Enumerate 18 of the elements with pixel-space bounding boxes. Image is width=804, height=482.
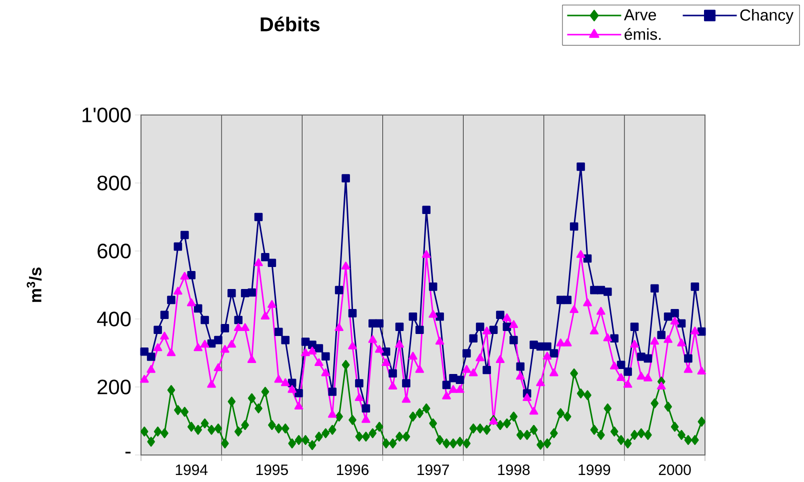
y-axis-title: m$^{3}$/s	[26, 268, 42, 302]
legend-label: Chancy	[740, 9, 794, 24]
y-tick-label: 800	[97, 176, 131, 190]
y-tick-label: 1'000	[82, 108, 131, 122]
y-tick-label: 200	[98, 380, 131, 394]
legend-label: Arve	[624, 9, 656, 20]
legend-label: émis.	[624, 28, 661, 40]
x-tick-label: 1996	[337, 464, 368, 476]
x-tick-label: 2000	[658, 464, 691, 476]
chart-title: Débits	[260, 16, 320, 32]
x-tick-label: 1994	[176, 464, 208, 476]
x-tick-label: 1999	[578, 464, 610, 476]
y-tick-label: 400	[97, 312, 131, 326]
x-tick-label: 1998	[498, 464, 530, 476]
x-tick-label: 1997	[418, 464, 449, 476]
x-tick-label: 1995	[256, 464, 288, 476]
y-tick-label: 600	[98, 244, 131, 258]
y-tick-label: -	[125, 452, 131, 454]
